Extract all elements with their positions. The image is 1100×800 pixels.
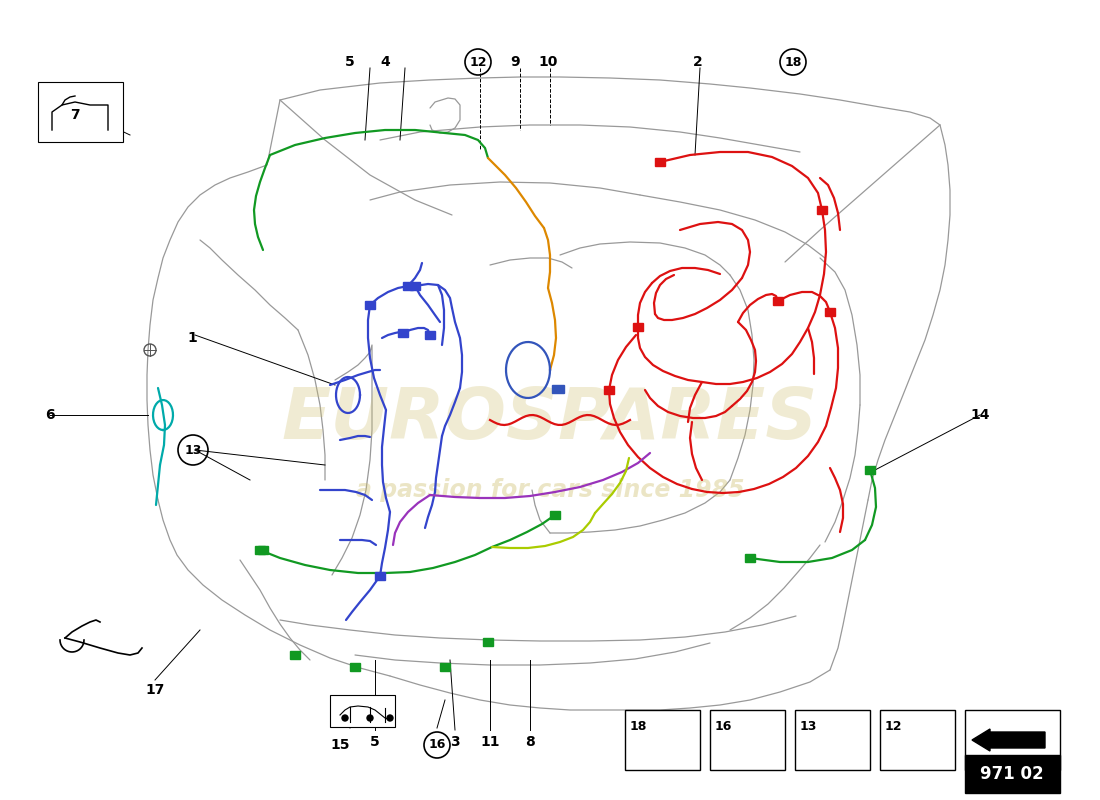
Text: 13: 13 bbox=[800, 720, 816, 733]
Text: 2: 2 bbox=[693, 55, 703, 69]
FancyBboxPatch shape bbox=[965, 755, 1060, 793]
Text: 3: 3 bbox=[450, 735, 460, 749]
Text: 12: 12 bbox=[470, 55, 486, 69]
Circle shape bbox=[387, 715, 393, 721]
Text: 17: 17 bbox=[145, 683, 165, 697]
FancyBboxPatch shape bbox=[604, 386, 614, 394]
FancyBboxPatch shape bbox=[365, 301, 375, 309]
Circle shape bbox=[367, 715, 373, 721]
FancyBboxPatch shape bbox=[550, 511, 560, 519]
FancyBboxPatch shape bbox=[483, 638, 493, 646]
FancyBboxPatch shape bbox=[710, 710, 785, 770]
FancyBboxPatch shape bbox=[773, 297, 783, 305]
Text: 16: 16 bbox=[428, 738, 446, 751]
Text: 8: 8 bbox=[525, 735, 535, 749]
FancyBboxPatch shape bbox=[880, 710, 955, 770]
FancyBboxPatch shape bbox=[255, 546, 265, 554]
FancyBboxPatch shape bbox=[398, 329, 408, 337]
Text: 12: 12 bbox=[884, 720, 902, 733]
FancyBboxPatch shape bbox=[350, 663, 360, 671]
FancyBboxPatch shape bbox=[290, 651, 300, 659]
FancyBboxPatch shape bbox=[865, 466, 874, 474]
Text: 1: 1 bbox=[187, 331, 197, 345]
FancyBboxPatch shape bbox=[825, 308, 835, 316]
Text: 13: 13 bbox=[185, 443, 201, 457]
FancyBboxPatch shape bbox=[745, 554, 755, 562]
FancyBboxPatch shape bbox=[654, 158, 666, 166]
FancyBboxPatch shape bbox=[39, 82, 123, 142]
Text: 18: 18 bbox=[629, 720, 647, 733]
FancyBboxPatch shape bbox=[965, 710, 1060, 770]
FancyBboxPatch shape bbox=[817, 206, 827, 214]
Text: 15: 15 bbox=[330, 738, 350, 752]
FancyBboxPatch shape bbox=[375, 572, 385, 580]
FancyBboxPatch shape bbox=[258, 546, 268, 554]
Circle shape bbox=[342, 715, 348, 721]
Text: 971 02: 971 02 bbox=[980, 765, 1044, 783]
FancyBboxPatch shape bbox=[625, 710, 700, 770]
FancyBboxPatch shape bbox=[403, 282, 412, 290]
FancyBboxPatch shape bbox=[552, 385, 564, 393]
Text: 18: 18 bbox=[784, 55, 802, 69]
Text: 4: 4 bbox=[381, 55, 389, 69]
FancyBboxPatch shape bbox=[440, 663, 450, 671]
Text: 10: 10 bbox=[538, 55, 558, 69]
Text: a passion for cars since 1985: a passion for cars since 1985 bbox=[355, 478, 745, 502]
FancyBboxPatch shape bbox=[795, 710, 870, 770]
FancyBboxPatch shape bbox=[330, 695, 395, 727]
Text: EUROSPARES: EUROSPARES bbox=[282, 386, 818, 454]
Text: 7: 7 bbox=[70, 108, 80, 122]
Text: 16: 16 bbox=[714, 720, 732, 733]
Text: 14: 14 bbox=[970, 408, 990, 422]
Text: 11: 11 bbox=[481, 735, 499, 749]
FancyBboxPatch shape bbox=[425, 331, 435, 339]
FancyBboxPatch shape bbox=[632, 323, 644, 331]
Text: 6: 6 bbox=[45, 408, 55, 422]
Text: 9: 9 bbox=[510, 55, 520, 69]
FancyBboxPatch shape bbox=[410, 282, 420, 290]
Text: 5: 5 bbox=[345, 55, 355, 69]
Text: 5: 5 bbox=[370, 735, 379, 749]
FancyArrow shape bbox=[972, 729, 1045, 751]
